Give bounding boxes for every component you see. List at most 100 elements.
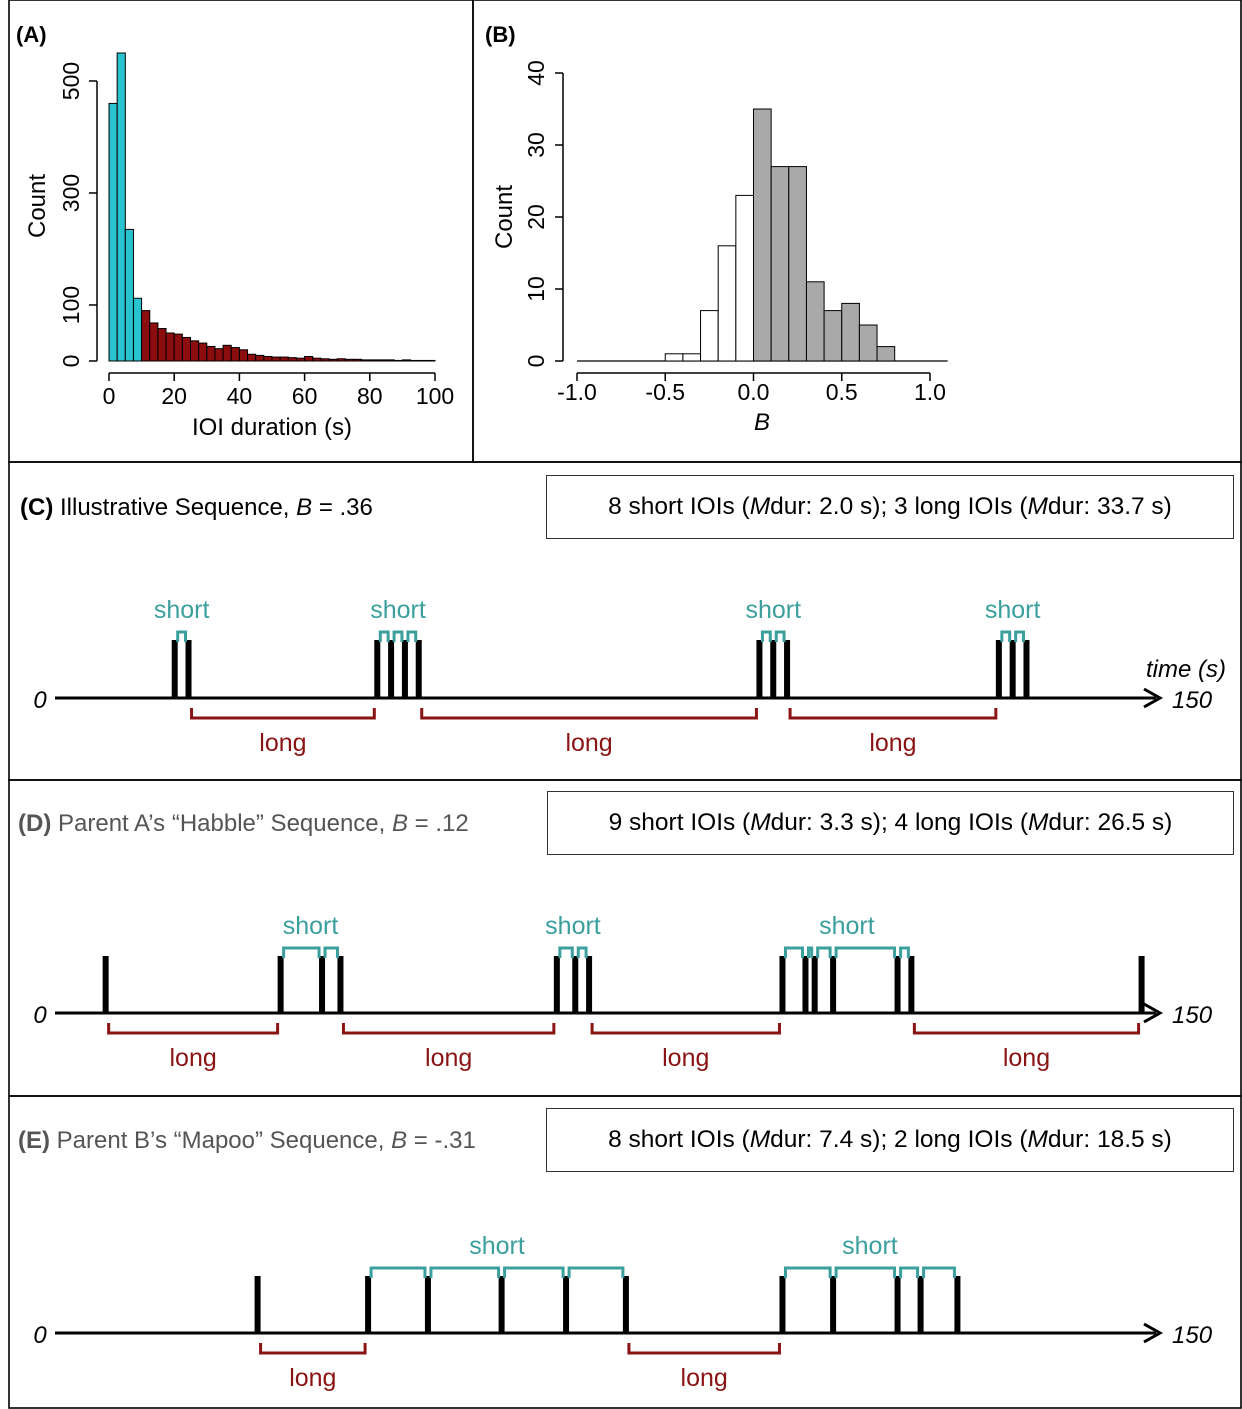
panel-c-label: (C) [20, 494, 54, 521]
histogram-a-y-tick-label: 300 [58, 174, 84, 212]
histogram-a-bar [149, 322, 159, 362]
histogram-a-bar [198, 342, 208, 362]
long-bracket [420, 708, 758, 720]
histogram-b-y-tick-label: 40 [523, 60, 549, 86]
panel-d-summary-a: 9 short IOIs ( [608, 809, 751, 836]
histogram-a-bar [344, 358, 355, 362]
sequence-c-origin: 0 [33, 687, 47, 714]
event-tick [365, 1276, 372, 1333]
histogram-a-bar [385, 359, 395, 362]
event-tick [1009, 640, 1016, 698]
histogram-a-y-tick-label: 0 [58, 355, 84, 368]
short-bracket [816, 946, 832, 958]
panel-e-label: (E) [18, 1127, 50, 1154]
short-bracket [834, 946, 897, 958]
histogram-a-x-tick-label: 20 [161, 383, 187, 409]
histogram-a-x-tick-label: 100 [416, 383, 454, 409]
histogram-a-bar [247, 353, 257, 362]
long-label: long [662, 1044, 709, 1072]
short-bracket [429, 1266, 501, 1278]
histogram-a-bar [279, 356, 289, 362]
event-tick [254, 1276, 261, 1333]
event-tick [894, 956, 901, 1013]
event-tick [894, 1276, 901, 1333]
histogram-a-bar [336, 358, 346, 362]
histogram-a-bar [312, 357, 322, 362]
short-bracket [899, 1266, 920, 1278]
histogram-b-xlabel: B [754, 409, 770, 436]
histogram-a-bar [320, 358, 330, 362]
panel-e-title: (E) Parent B’s “Mapoo” Sequence, B = -.3… [18, 1127, 476, 1155]
histogram-b-ylabel: Count [491, 185, 518, 249]
panel-b-label: (B) [485, 22, 516, 47]
event-tick [1138, 956, 1145, 1013]
histogram-a-bar [295, 357, 306, 362]
short-bracket [834, 1266, 897, 1278]
histogram-b-x-tick-label: 1.0 [914, 379, 946, 405]
panel-c-summary-box: 8 short IOIs (M dur: 2.0 s); 3 long IOIs… [546, 475, 1234, 539]
arrowhead-icon [1143, 1002, 1164, 1024]
histogram-a-bar [393, 359, 403, 362]
event-tick [779, 956, 786, 1013]
histogram-b-bar [858, 324, 878, 362]
panel-d-summary-m1: M [750, 809, 771, 836]
short-bracket [369, 1266, 427, 1278]
histogram-b-y-tick-label: 30 [523, 132, 549, 158]
histogram-b-x-tick-label: 0.0 [738, 379, 770, 405]
short-bracket [783, 946, 804, 958]
panel-d-summary-m2: M [1028, 809, 1049, 836]
short-bracket [783, 1266, 832, 1278]
histogram-a-bar [263, 356, 273, 362]
short-bracket [1014, 630, 1025, 642]
histogram-a-x-tick-label: 80 [357, 383, 383, 409]
histogram-b-y-tick-label: 10 [523, 276, 549, 302]
histogram-a-bar [132, 297, 143, 362]
panel-c-title: (C) Illustrative Sequence, B = .36 [20, 494, 373, 522]
event-tick [784, 640, 791, 698]
event-tick [830, 1276, 837, 1333]
short-bracket [1000, 630, 1012, 642]
event-tick [756, 640, 763, 698]
long-label: long [869, 729, 916, 757]
sequence-c: 0 150 short short short short long long long [33, 596, 1212, 757]
histogram-a-bar [181, 336, 192, 362]
long-label: long [289, 1364, 336, 1392]
panel-e-summary-box: 8 short IOIs (M dur: 7.4 s); 2 long IOIs… [546, 1108, 1234, 1172]
histogram-a-bar [206, 345, 216, 362]
event-tick [917, 1276, 924, 1333]
short-bracket [176, 630, 188, 642]
event-tick [401, 640, 408, 698]
histogram-a-bar [426, 359, 436, 362]
histogram-b-bar [841, 302, 860, 362]
long-bracket [190, 708, 376, 720]
histogram-a-bar [190, 340, 200, 362]
histogram-a-bar [377, 359, 387, 362]
arrowhead-icon [1143, 687, 1164, 709]
panel-e-title-text: Parent B’s “Mapoo” Sequence, [56, 1127, 392, 1154]
short-label: short [545, 912, 601, 940]
panel-c-b-value: = .36 [312, 494, 373, 521]
event-tick [572, 956, 579, 1013]
histogram-b-bar [753, 108, 772, 362]
short-bracket [774, 630, 786, 642]
long-bracket [107, 1023, 280, 1035]
histogram-b-bar [682, 353, 702, 362]
long-bracket [259, 1343, 367, 1355]
event-tick [415, 640, 422, 698]
histogram-a-bar [124, 228, 134, 362]
histogram-b-bar [700, 310, 719, 362]
histogram-a-bar [116, 52, 126, 362]
short-label: short [985, 596, 1041, 624]
short-bracket [282, 946, 321, 958]
histogram-b-x-tick-label: -1.0 [557, 379, 597, 405]
histogram-a-bar [165, 332, 175, 362]
event-tick [954, 1276, 961, 1333]
short-bracket [503, 1266, 565, 1278]
panel-e-summary-m2: M [1027, 1126, 1048, 1153]
event-tick [374, 640, 381, 698]
event-tick [811, 956, 818, 1013]
panel-d-summary-b: dur: 3.3 s); 4 long IOIs ( [770, 809, 1028, 836]
panel-e-summary-c: dur: 18.5 s) [1047, 1126, 1172, 1153]
short-label: short [370, 596, 426, 624]
long-bracket [627, 1343, 781, 1355]
